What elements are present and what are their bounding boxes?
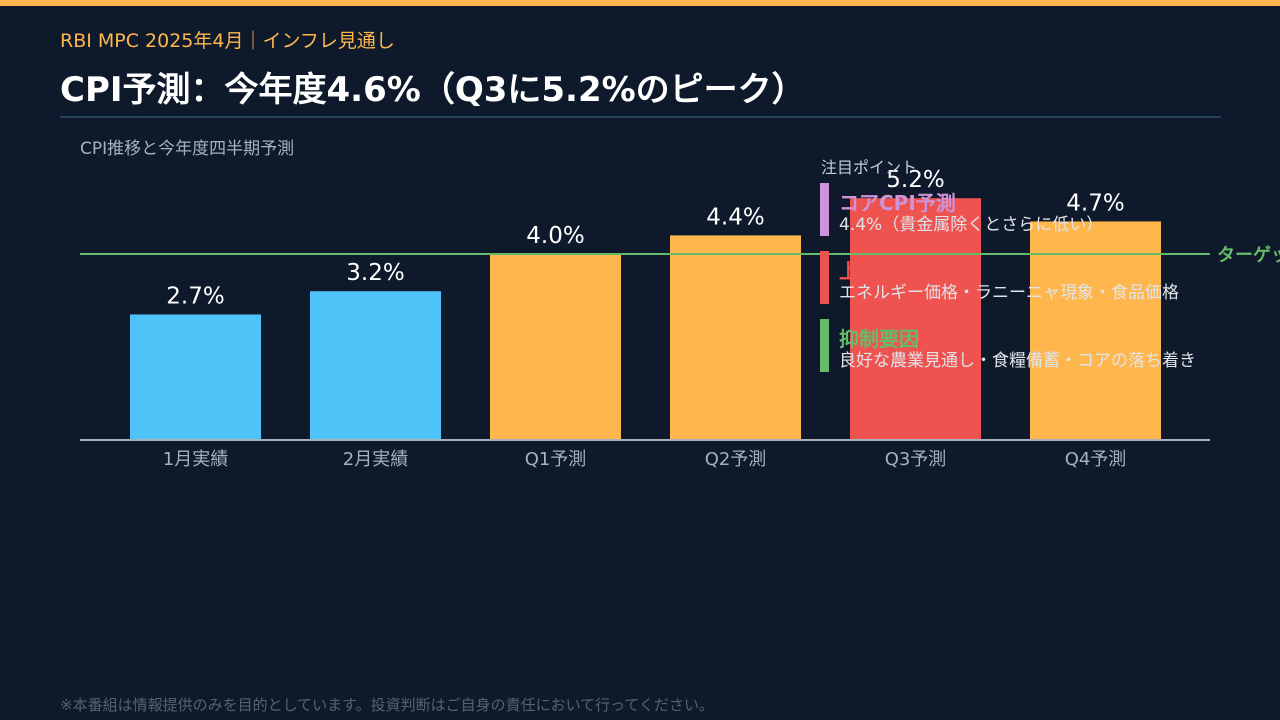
notes-title: 注目ポイント — [821, 158, 918, 177]
note-core-cpi: コアCPI予測 4.4%（貴金属除くとさらに低い） — [820, 183, 1260, 236]
note-upside-risk: 上 エネルギー価格・ラニーニャ現象・食品価格 — [820, 251, 1260, 304]
page-title: CPI予測：今年度4.6%（Q3に5.2%のピーク） — [60, 70, 806, 110]
title-divider — [60, 116, 1221, 118]
category-label-2: 2月実績 — [343, 449, 408, 470]
note-color-bar — [820, 183, 829, 236]
disclaimer: ※本番組は情報提供のみを目的としています。投資判断はご自身の責任において行ってく… — [60, 696, 714, 714]
note-description: エネルギー価格・ラニーニャ現象・食品価格 — [839, 283, 1179, 303]
value-label-3: 4.0% — [526, 223, 584, 249]
bar-2 — [310, 291, 441, 440]
value-label-1: 2.7% — [166, 283, 224, 309]
category-label-4: Q2予測 — [705, 449, 767, 470]
value-label-2: 3.2% — [346, 260, 404, 286]
bar-4 — [670, 235, 801, 440]
chart-subtitle: CPI推移と今年度四半期予測 — [80, 139, 295, 159]
value-label-5: 5.2% — [886, 167, 944, 193]
note-title: 上 — [839, 259, 859, 283]
category-label-1: 1月実績 — [163, 449, 228, 470]
value-label-4: 4.4% — [706, 204, 764, 230]
category-label-3: Q1予測 — [525, 449, 587, 470]
note-description: 良好な農業見通し・食糧備蓄・コアの落ち着き — [839, 351, 1196, 371]
bar-3 — [490, 254, 621, 440]
category-label-6: Q4予測 — [1065, 449, 1127, 470]
note-title: 抑制要因 — [839, 327, 919, 351]
note-description: 4.4%（貴金属除くとさらに低い） — [839, 215, 1104, 235]
bar-5 — [850, 198, 981, 440]
value-label-6: 4.7% — [1066, 190, 1124, 216]
note-color-bar — [820, 319, 829, 372]
note-restraining-factors: 抑制要因 良好な農業見通し・食糧備蓄・コアの落ち着き — [820, 319, 1260, 372]
header-kicker: RBI MPC 2025年4月｜インフレ見通し — [60, 30, 395, 52]
top-accent-bar — [0, 0, 1280, 6]
target-line-label: ターゲット — [1217, 244, 1280, 266]
note-title: コアCPI予測 — [839, 191, 956, 215]
bar-1 — [130, 314, 261, 440]
category-label-5: Q3予測 — [885, 449, 947, 470]
note-color-bar — [820, 251, 829, 304]
bar-6 — [1030, 221, 1161, 440]
